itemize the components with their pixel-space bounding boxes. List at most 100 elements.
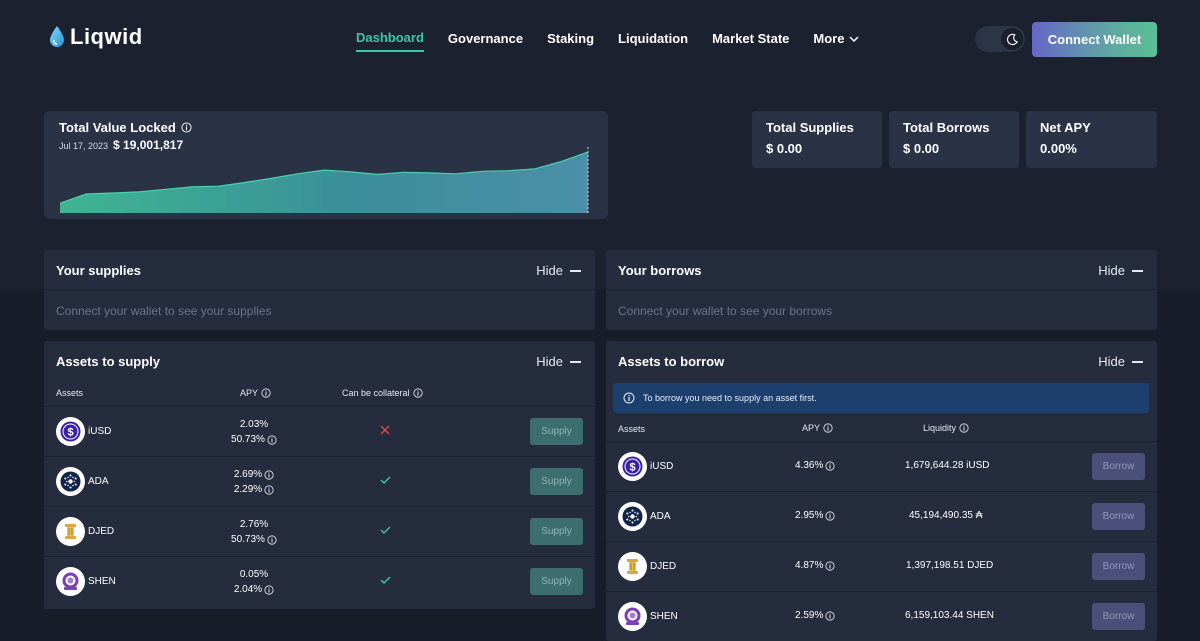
column-header-apy: APY (240, 388, 271, 398)
supply-row: DJED 2.76% 50.73% Supply (44, 506, 595, 556)
asset-cell: DJED (56, 517, 114, 546)
borrow-button[interactable]: Borrow (1092, 603, 1145, 630)
borrow-row: $ iUSD 4.36% 1,679,644.28 iUSD Borrow (606, 441, 1157, 491)
connect-wallet-button[interactable]: Connect Wallet (1032, 22, 1157, 57)
supply-button[interactable]: Supply (530, 418, 583, 445)
empty-state-text: Connect your wallet to see your supplies (56, 304, 272, 318)
info-icon[interactable] (825, 560, 835, 571)
supply-button[interactable]: Supply (530, 468, 583, 495)
column-header-liquidity: Liquidity (923, 423, 969, 433)
chevron-down-icon (849, 35, 859, 42)
apy-cell: 4.36% (795, 460, 835, 471)
info-icon[interactable] (412, 388, 423, 398)
column-header-apy-label: APY (802, 423, 821, 433)
borrow-row: DJED 4.87% 1,397,198.51 DJED Borrow (606, 541, 1157, 591)
check-icon (380, 526, 391, 534)
nav-link-liquidation[interactable]: Liquidation (618, 31, 689, 46)
liquidity-value: 1,397,198.51 DJED (906, 560, 994, 571)
nav-link-more[interactable]: More (813, 30, 860, 52)
apy-value: 2.95% (795, 510, 824, 521)
info-icon[interactable] (825, 460, 835, 471)
apy-reward-value: 2.04% (233, 584, 263, 595)
tvl-title: Total Value Locked (59, 120, 176, 135)
supply-row: ADA 2.69% 2.29% Supply (44, 456, 595, 506)
supply-button[interactable]: Supply (530, 518, 583, 545)
tvl-sub: Jul 17, 2023 $ 19,001,817 (59, 138, 183, 152)
nav-links: Dashboard Governance Staking Liquidation… (356, 30, 860, 52)
stat-net-apy: Net APY 0.00% (1026, 111, 1157, 168)
theme-toggle[interactable] (975, 26, 1025, 52)
stat-total-borrows: Total Borrows $ 0.00 (889, 111, 1019, 168)
nav-link-more-label: More (813, 31, 845, 46)
ada-icon (56, 467, 85, 496)
info-icon[interactable] (261, 388, 271, 398)
nav-link-governance[interactable]: Governance (447, 31, 524, 46)
info-icon[interactable] (264, 584, 274, 595)
check-icon (380, 576, 391, 584)
top-nav: Liqwid Dashboard Governance Staking Liqu… (0, 0, 1200, 78)
asset-name: ADA (650, 511, 671, 522)
info-icon[interactable] (823, 423, 833, 433)
apy-cell: 2.69% 2.29% (228, 467, 280, 497)
hide-assets-supply-button[interactable]: Hide (536, 354, 581, 369)
borrow-button[interactable]: Borrow (1092, 453, 1145, 480)
info-icon[interactable] (825, 510, 835, 521)
liquidity-value: 1,679,644.28 iUSD (905, 460, 990, 471)
borrow-button[interactable]: Borrow (1092, 503, 1145, 530)
asset-cell: DJED (618, 552, 676, 581)
hide-borrows-button[interactable]: Hide (1098, 263, 1143, 278)
moon-icon (1006, 33, 1018, 45)
nav-link-market-state[interactable]: Market State (712, 31, 790, 46)
asset-name: DJED (88, 526, 115, 537)
borrow-row: ADA 2.95% 45,194,490.35 ₳ Borrow (606, 491, 1157, 541)
info-icon (623, 392, 635, 404)
logo[interactable]: Liqwid (48, 24, 143, 50)
apy-value: 2.03% (239, 419, 269, 430)
supply-row: $ iUSD 2.03% 50.73% Supply (44, 406, 595, 456)
tvl-line-series (60, 151, 589, 204)
info-icon[interactable] (825, 610, 835, 621)
hide-supplies-button[interactable]: Hide (536, 263, 581, 278)
apy-value: 0.05% (239, 569, 269, 580)
apy-cell: 0.05% 2.04% (228, 567, 280, 597)
info-icon[interactable] (267, 534, 277, 545)
asset-name: SHEN (650, 611, 678, 622)
minus-icon (1132, 269, 1143, 272)
djed-icon (56, 517, 85, 546)
info-icon[interactable] (181, 122, 192, 133)
apy-cell: 2.03% 50.73% (228, 417, 280, 447)
stat-value: 0.00% (1040, 141, 1077, 156)
minus-icon (570, 269, 581, 272)
info-icon[interactable] (267, 434, 277, 445)
info-icon[interactable] (264, 469, 274, 480)
tvl-card: Total Value Locked Jul 17, 2023 $ 19,001… (44, 111, 608, 219)
asset-name: SHEN (88, 576, 116, 587)
hide-label: Hide (1098, 263, 1125, 278)
nav-link-staking[interactable]: Staking (547, 31, 595, 46)
hide-assets-borrow-button[interactable]: Hide (1098, 354, 1143, 369)
nav-link-dashboard[interactable]: Dashboard (356, 30, 424, 52)
apy-value: 2.76% (239, 519, 269, 530)
stat-value: $ 0.00 (766, 141, 803, 156)
borrow-button[interactable]: Borrow (1092, 553, 1145, 580)
asset-cell: $ iUSD (618, 452, 673, 481)
panel-header: Assets to supply Hide (44, 341, 595, 381)
iusd-icon: $ (56, 417, 85, 446)
info-icon[interactable] (264, 484, 274, 495)
column-header-collateral-label: Can be collateral (342, 388, 410, 398)
apy-reward-value: 50.73% (231, 534, 265, 545)
asset-cell: ADA (56, 467, 109, 496)
panel-title: Assets to borrow (618, 354, 725, 369)
hide-label: Hide (536, 263, 563, 278)
apy-value: 4.87% (795, 560, 824, 571)
tvl-area-chart[interactable] (60, 147, 594, 213)
supply-button[interactable]: Supply (530, 568, 583, 595)
info-icon[interactable] (959, 423, 969, 433)
apy-cell: 4.87% (795, 560, 835, 571)
column-header-liquidity-label: Liquidity (923, 423, 957, 433)
apy-value: 2.59% (795, 610, 824, 621)
liquidity-value: 6,159,103.44 SHEN (905, 610, 994, 621)
borrow-row: SHEN 2.59% 6,159,103.44 SHEN Borrow (606, 591, 1157, 641)
panel-header: Your borrows Hide (606, 250, 1157, 290)
asset-cell: $ iUSD (56, 417, 111, 446)
